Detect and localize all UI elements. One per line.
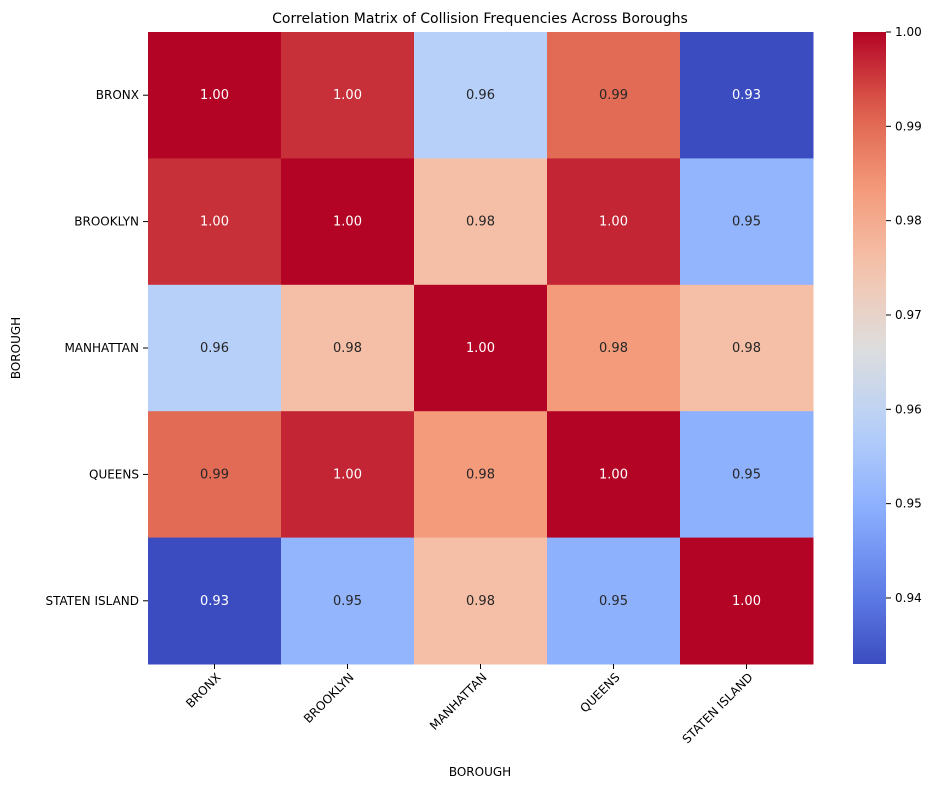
cell-annotation: 1.00 — [599, 467, 628, 482]
heatmap-cell — [148, 284, 282, 412]
cell-annotation: 0.93 — [200, 594, 229, 609]
y-axis-ticks: BRONX BROOKLYN MANHATTAN QUEENS STATEN ISLAN… — [45, 88, 148, 608]
heatmap-cell — [414, 411, 548, 539]
y-tick-label: BROOKLYN — [74, 215, 139, 229]
cell-annotation: 0.95 — [599, 594, 628, 609]
cell-annotation: 1.00 — [333, 467, 362, 482]
heatmap-cell — [680, 158, 814, 286]
colorbar-ticks: 0.94 0.95 0.96 0.97 0.98 0.99 1.00 — [886, 25, 922, 605]
heatmap-cell — [148, 32, 282, 159]
cell-annotation: 0.98 — [466, 594, 495, 609]
colorbar-tick-label: 1.00 — [895, 25, 922, 39]
heatmap-cell — [148, 537, 282, 665]
heatmap-cell — [547, 32, 681, 159]
cell-annotations: 1.00 1.00 0.96 0.99 0.93 1.00 1.00 0.98 1.00 0.95… — [200, 88, 761, 609]
cell-annotation: 0.93 — [732, 88, 761, 103]
heatmap-cell — [281, 32, 415, 159]
heatmap-cell — [547, 411, 681, 539]
cell-annotation: 0.98 — [732, 341, 761, 356]
heatmap-cell — [281, 537, 415, 665]
cell-annotation: 1.00 — [333, 215, 362, 230]
cell-annotation: 0.98 — [333, 341, 362, 356]
heatmap-cell — [281, 411, 415, 539]
heatmap-cells — [148, 32, 814, 665]
cell-annotation: 1.00 — [200, 215, 229, 230]
cell-annotation: 1.00 — [599, 215, 628, 230]
colorbar — [853, 32, 886, 664]
heatmap-cell — [547, 284, 681, 412]
heatmap-cell — [680, 537, 814, 665]
heatmap-cell — [281, 284, 415, 412]
cell-annotation: 0.98 — [466, 467, 495, 482]
colorbar-tick-label: 0.94 — [895, 591, 922, 605]
x-tick-label: MANHATTAN — [427, 670, 490, 733]
heatmap-cell — [148, 158, 282, 286]
heatmap-cell — [148, 411, 282, 539]
cell-annotation: 0.95 — [732, 467, 761, 482]
cell-annotation: 0.99 — [599, 88, 628, 103]
heatmap-cell — [547, 158, 681, 286]
x-tick-label: QUEENS — [577, 670, 622, 715]
cell-annotation: 0.95 — [333, 594, 362, 609]
heatmap-cell — [680, 411, 814, 539]
heatmap-cell — [414, 158, 548, 286]
y-tick-label: BRONX — [96, 88, 139, 102]
heatmap-cell — [414, 537, 548, 665]
y-axis-label: BOROUGH — [9, 317, 23, 379]
cell-annotation: 1.00 — [333, 88, 362, 103]
y-tick-label: STATEN ISLAND — [45, 594, 139, 608]
colorbar-tick-label: 0.99 — [895, 119, 922, 133]
cell-annotation: 0.96 — [466, 88, 495, 103]
cell-annotation: 0.99 — [200, 467, 229, 482]
y-tick-label: QUEENS — [89, 467, 139, 481]
cell-annotation: 0.95 — [732, 215, 761, 230]
chart-title: Correlation Matrix of Collision Frequenc… — [272, 11, 688, 27]
x-axis-label: BOROUGH — [449, 765, 511, 779]
x-axis-ticks: BRONX BROOKLYN MANHATTAN QUEENS STATEN ISLAN… — [183, 664, 756, 746]
colorbar-tick-label: 0.98 — [895, 214, 922, 228]
cell-annotation: 0.98 — [466, 215, 495, 230]
x-tick-label: STATEN ISLAND — [680, 670, 756, 746]
cell-annotation: 0.96 — [200, 341, 229, 356]
cell-annotation: 1.00 — [200, 88, 229, 103]
x-tick-label: BRONX — [183, 670, 223, 710]
cell-annotation: 1.00 — [466, 341, 495, 356]
cell-annotation: 1.00 — [732, 594, 761, 609]
heatmap-cell — [414, 32, 548, 159]
x-tick-label: BROOKLYN — [301, 670, 357, 726]
colorbar-tick-label: 0.97 — [895, 308, 922, 322]
heatmap-cell — [680, 32, 814, 159]
cell-annotation: 0.98 — [599, 341, 628, 356]
heatmap-cell — [680, 284, 814, 412]
colorbar-tick-label: 0.96 — [895, 402, 922, 416]
heatmap-cell — [281, 158, 415, 286]
y-tick-label: MANHATTAN — [64, 341, 139, 355]
colorbar-tick-label: 0.95 — [895, 497, 922, 511]
heatmap-cell — [547, 537, 681, 665]
heatmap-cell — [414, 284, 548, 412]
